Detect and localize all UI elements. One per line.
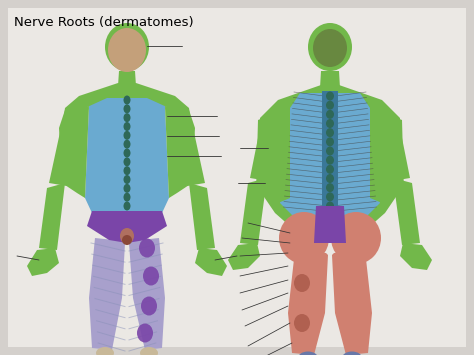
Polygon shape bbox=[322, 91, 338, 208]
Ellipse shape bbox=[326, 92, 334, 100]
Ellipse shape bbox=[279, 212, 329, 264]
Ellipse shape bbox=[294, 274, 310, 292]
Ellipse shape bbox=[326, 202, 334, 211]
Polygon shape bbox=[8, 8, 466, 347]
Polygon shape bbox=[400, 243, 432, 270]
Ellipse shape bbox=[143, 267, 159, 285]
Ellipse shape bbox=[326, 147, 334, 155]
Polygon shape bbox=[129, 238, 165, 350]
Polygon shape bbox=[87, 211, 167, 243]
Ellipse shape bbox=[124, 140, 130, 149]
Ellipse shape bbox=[313, 29, 347, 67]
Polygon shape bbox=[314, 206, 346, 243]
Ellipse shape bbox=[294, 314, 310, 332]
Ellipse shape bbox=[124, 193, 130, 202]
Polygon shape bbox=[27, 248, 59, 276]
Ellipse shape bbox=[326, 155, 334, 165]
Ellipse shape bbox=[326, 165, 334, 174]
Polygon shape bbox=[85, 96, 169, 213]
Ellipse shape bbox=[308, 23, 352, 71]
Polygon shape bbox=[240, 178, 267, 245]
Polygon shape bbox=[258, 85, 402, 228]
Polygon shape bbox=[39, 183, 65, 250]
Ellipse shape bbox=[342, 351, 362, 355]
Polygon shape bbox=[256, 108, 290, 203]
Ellipse shape bbox=[120, 228, 134, 244]
Polygon shape bbox=[165, 106, 195, 198]
Polygon shape bbox=[59, 106, 89, 198]
Ellipse shape bbox=[326, 174, 334, 183]
Ellipse shape bbox=[139, 239, 155, 257]
Ellipse shape bbox=[140, 347, 158, 355]
Ellipse shape bbox=[105, 23, 149, 71]
Ellipse shape bbox=[326, 137, 334, 146]
Ellipse shape bbox=[326, 101, 334, 110]
Polygon shape bbox=[165, 108, 205, 186]
Ellipse shape bbox=[109, 29, 145, 71]
Ellipse shape bbox=[124, 157, 130, 166]
Polygon shape bbox=[195, 248, 227, 276]
Ellipse shape bbox=[326, 128, 334, 137]
Ellipse shape bbox=[326, 119, 334, 128]
Ellipse shape bbox=[124, 175, 130, 184]
Polygon shape bbox=[62, 83, 192, 128]
Polygon shape bbox=[118, 71, 136, 86]
Polygon shape bbox=[320, 71, 340, 88]
Ellipse shape bbox=[124, 184, 130, 193]
Polygon shape bbox=[393, 178, 420, 245]
Polygon shape bbox=[228, 243, 260, 270]
Ellipse shape bbox=[124, 113, 130, 122]
Ellipse shape bbox=[124, 202, 130, 211]
Ellipse shape bbox=[141, 296, 157, 316]
Polygon shape bbox=[49, 108, 89, 186]
Ellipse shape bbox=[331, 212, 381, 264]
Polygon shape bbox=[89, 238, 125, 350]
Polygon shape bbox=[250, 100, 295, 181]
Ellipse shape bbox=[108, 28, 146, 72]
Polygon shape bbox=[332, 250, 372, 355]
Polygon shape bbox=[189, 183, 215, 250]
Ellipse shape bbox=[124, 104, 130, 113]
Polygon shape bbox=[280, 93, 380, 218]
Ellipse shape bbox=[326, 183, 334, 192]
Polygon shape bbox=[370, 108, 404, 203]
Polygon shape bbox=[288, 250, 328, 355]
Ellipse shape bbox=[124, 166, 130, 175]
Polygon shape bbox=[365, 100, 410, 181]
Ellipse shape bbox=[137, 323, 153, 343]
Ellipse shape bbox=[298, 351, 318, 355]
Text: Nerve Roots (dermatomes): Nerve Roots (dermatomes) bbox=[14, 16, 193, 29]
Ellipse shape bbox=[326, 192, 334, 201]
Ellipse shape bbox=[124, 95, 130, 104]
Ellipse shape bbox=[124, 122, 130, 131]
Ellipse shape bbox=[96, 347, 114, 355]
Ellipse shape bbox=[326, 110, 334, 119]
Ellipse shape bbox=[122, 235, 132, 245]
Ellipse shape bbox=[124, 131, 130, 140]
Ellipse shape bbox=[124, 148, 130, 158]
